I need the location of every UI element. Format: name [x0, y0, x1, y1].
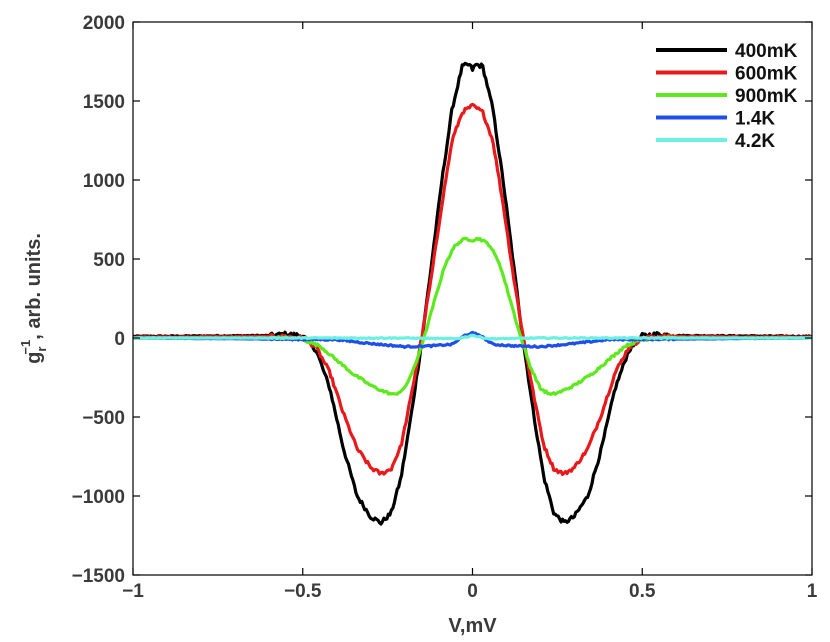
x-tick-label: 0.5	[629, 581, 656, 602]
legend-label: 4.2K	[735, 131, 775, 152]
legend-label: 1.4K	[735, 109, 775, 130]
y-tick-label: 0	[114, 329, 125, 350]
legend-item-1.4K: 1.4K	[656, 109, 775, 130]
y-tick-label: 1500	[83, 92, 125, 113]
x-tick-label: 1	[807, 581, 818, 602]
y-tick-label: −1000	[72, 487, 125, 508]
legend-label: 400mK	[735, 41, 798, 62]
y-tick-label: 500	[93, 250, 125, 271]
legend-item-400mK: 400mK	[656, 41, 798, 62]
y-tick-label: −500	[82, 408, 125, 429]
x-axis-ticks: −1 −0.5 0 0.5 1	[122, 22, 818, 602]
y-axis-label-rest: , arb. units.	[23, 233, 45, 340]
y-axis-label: gr−1, arb. units.	[18, 233, 49, 364]
y-axis-label-base: g	[23, 352, 45, 364]
plot-area	[133, 22, 812, 575]
y-tick-label: −1500	[72, 566, 125, 587]
legend-item-600mK: 600mK	[656, 64, 798, 85]
y-tick-label: 2000	[83, 13, 125, 34]
y-axis-ticks: −1500 −1000 −500 0 500 1000 1500 2000	[72, 13, 812, 587]
legend-item-4.2K: 4.2K	[656, 131, 775, 152]
x-tick-label: −0.5	[284, 581, 322, 602]
legend-label: 900mK	[735, 86, 798, 107]
x-tick-label: −1	[122, 581, 144, 602]
x-axis-label: V,mV	[448, 615, 497, 637]
y-axis-label-superscript: −1	[18, 340, 33, 355]
y-tick-label: 1000	[83, 171, 125, 192]
series-line-4.2K	[132, 333, 813, 341]
legend-label: 600mK	[735, 64, 798, 85]
legend-item-900mK: 900mK	[656, 86, 798, 107]
y-axis-label-subscript: r	[34, 347, 49, 352]
series-layer	[132, 61, 813, 526]
x-tick-label: 0	[467, 581, 478, 602]
